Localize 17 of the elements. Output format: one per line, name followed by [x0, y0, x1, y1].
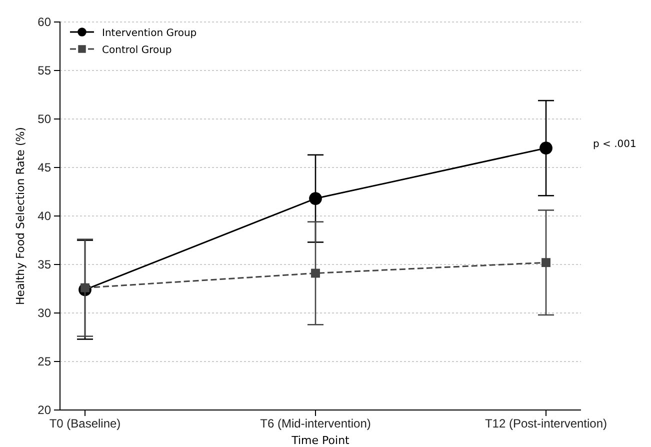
- y-tick-label: 60: [38, 14, 52, 29]
- legend-label: Intervention Group: [102, 28, 197, 39]
- y-tick-label: 45: [38, 160, 52, 174]
- y-tick-label: 50: [38, 112, 52, 126]
- x-tick-label: T0 (Baseline): [49, 416, 121, 431]
- x-tick-label: T6 (Mid-intervention): [260, 416, 371, 431]
- legend-label: Control Group: [102, 45, 172, 56]
- text: p < .001: [593, 139, 636, 150]
- y-axis-title: Healthy Food Selection Rate (%): [14, 127, 27, 305]
- x-tick-label: T12 (Post-intervention): [484, 416, 608, 431]
- x-axis-title: Time Point: [290, 434, 350, 447]
- y-tick-label: 20: [38, 402, 52, 417]
- y-tick-label: 25: [38, 354, 52, 368]
- y-tick-label: 40: [38, 208, 52, 223]
- y-tick-label: 55: [38, 63, 52, 78]
- y-tick-label: 30: [38, 306, 52, 320]
- y-tick-label: 35: [38, 257, 52, 272]
